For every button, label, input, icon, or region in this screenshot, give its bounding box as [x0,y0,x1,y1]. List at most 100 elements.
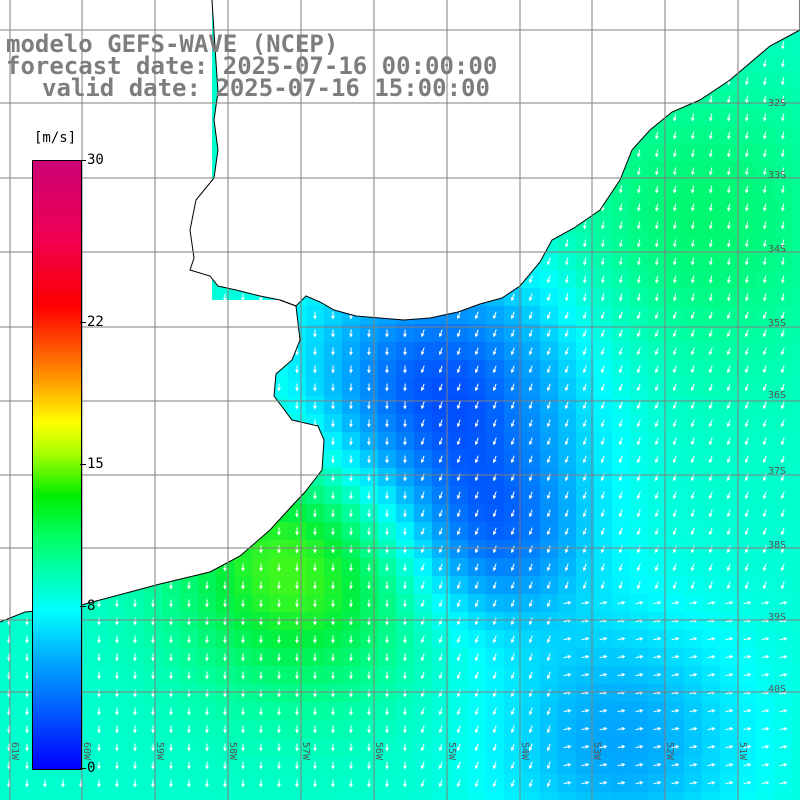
wind-arrow-head [438,711,443,716]
wind-arrow-head [708,225,713,230]
wind-arrow-head [259,297,263,302]
wind-arrow [763,167,767,175]
wind-arrow-head [600,333,605,338]
wind-arrow-head [690,243,695,248]
wind-arrow-head [97,639,101,644]
wind-arrow-head [582,333,587,338]
wind-arrow [637,293,641,301]
wind-arrow-head [403,747,407,752]
wind-arrow-head [747,744,752,749]
field-cell [792,270,800,288]
field-cell [792,378,800,396]
wind-arrow-head [765,654,770,659]
field-cell [90,792,108,800]
wind-arrow-head [133,783,137,788]
wind-arrow-head [639,654,644,659]
wind-arrow [781,491,785,499]
wind-arrow [673,167,677,175]
wind-arrow-head [708,315,713,320]
wind-arrow-head [762,567,767,572]
wind-arrow-head [510,747,515,752]
coastline-north [189,0,800,321]
wind-arrow-head [367,639,371,644]
wind-arrow [547,527,551,535]
wind-arrow-head [492,423,497,428]
wind-arrow [617,763,625,767]
wind-arrow [655,581,659,589]
wind-arrow-head [528,531,533,536]
wind-arrow-head [295,693,299,698]
wind-arrow [619,185,623,193]
wind-arrow-head [693,762,698,767]
wind-arrow [635,655,643,659]
wind-arrow [583,419,587,427]
wind-arrow [727,509,731,517]
wind-arrow-head [654,585,659,590]
wind-arrow [599,745,607,749]
forecast-date: forecast date: 2025-07-16 00:00:00 [6,52,498,80]
wind-arrow [761,781,769,785]
wind-arrow [671,763,679,767]
wind-arrow-head [385,477,389,482]
wind-arrow-head [783,672,788,677]
wind-arrow-head [349,747,353,752]
wind-arrow-head [654,423,659,428]
wind-arrow-head [546,369,551,374]
wind-arrow-head [492,531,497,536]
wind-arrow [619,509,623,517]
wind-arrow-head [25,747,29,752]
wind-arrow-head [564,513,569,518]
wind-arrow-head [259,675,263,680]
wind-arrow [421,527,425,535]
wind-arrow-head [639,636,644,641]
wind-arrow-head [205,693,209,698]
wind-arrow-head [762,441,767,446]
wind-arrow [547,329,551,337]
wind-arrow [779,691,787,695]
wind-arrow [493,329,497,337]
wind-arrow-head [567,672,572,677]
wind-arrow [745,491,749,499]
wind-arrow-head [762,531,767,536]
wind-arrow-head [546,657,551,662]
wind-arrow [781,185,785,193]
wind-arrow [691,257,695,265]
wind-arrow-head [349,387,353,392]
wind-arrow [745,203,749,211]
wind-arrow-head [780,405,785,410]
wind-arrow-head [780,495,785,500]
wind-arrow-head [603,762,608,767]
wind-arrow [673,383,677,391]
wind-arrow [529,401,533,409]
wind-arrow [781,59,785,67]
wind-arrow [637,185,641,193]
wind-arrow-head [546,675,551,680]
wind-arrow-head [492,783,497,788]
wind-arrow [673,185,677,193]
wind-arrow [565,491,569,499]
wind-arrow [457,743,461,751]
latitude-label: 36S [768,390,787,401]
wind-arrow [707,727,715,731]
wind-arrow-head [456,657,461,662]
field-cell [792,756,800,774]
wind-arrow [635,781,643,785]
wind-arrow [655,383,659,391]
wind-arrow [511,761,515,769]
wind-arrow-head [385,351,389,356]
wind-arrow-head [187,729,191,734]
wind-arrow-head [25,621,29,626]
wind-arrow [457,491,461,499]
field-cell [414,792,432,800]
wind-arrow-head [780,45,785,50]
wind-arrow [529,545,533,553]
wind-arrow-head [603,672,608,677]
wind-arrow-head [546,747,551,752]
wind-arrow-head [600,369,605,374]
wind-arrow [727,221,731,229]
wind-arrow-head [582,585,587,590]
wind-arrow [763,113,767,121]
wind-arrow-head [564,549,569,554]
wind-arrow [763,329,767,337]
wind-arrow-head [331,513,335,518]
